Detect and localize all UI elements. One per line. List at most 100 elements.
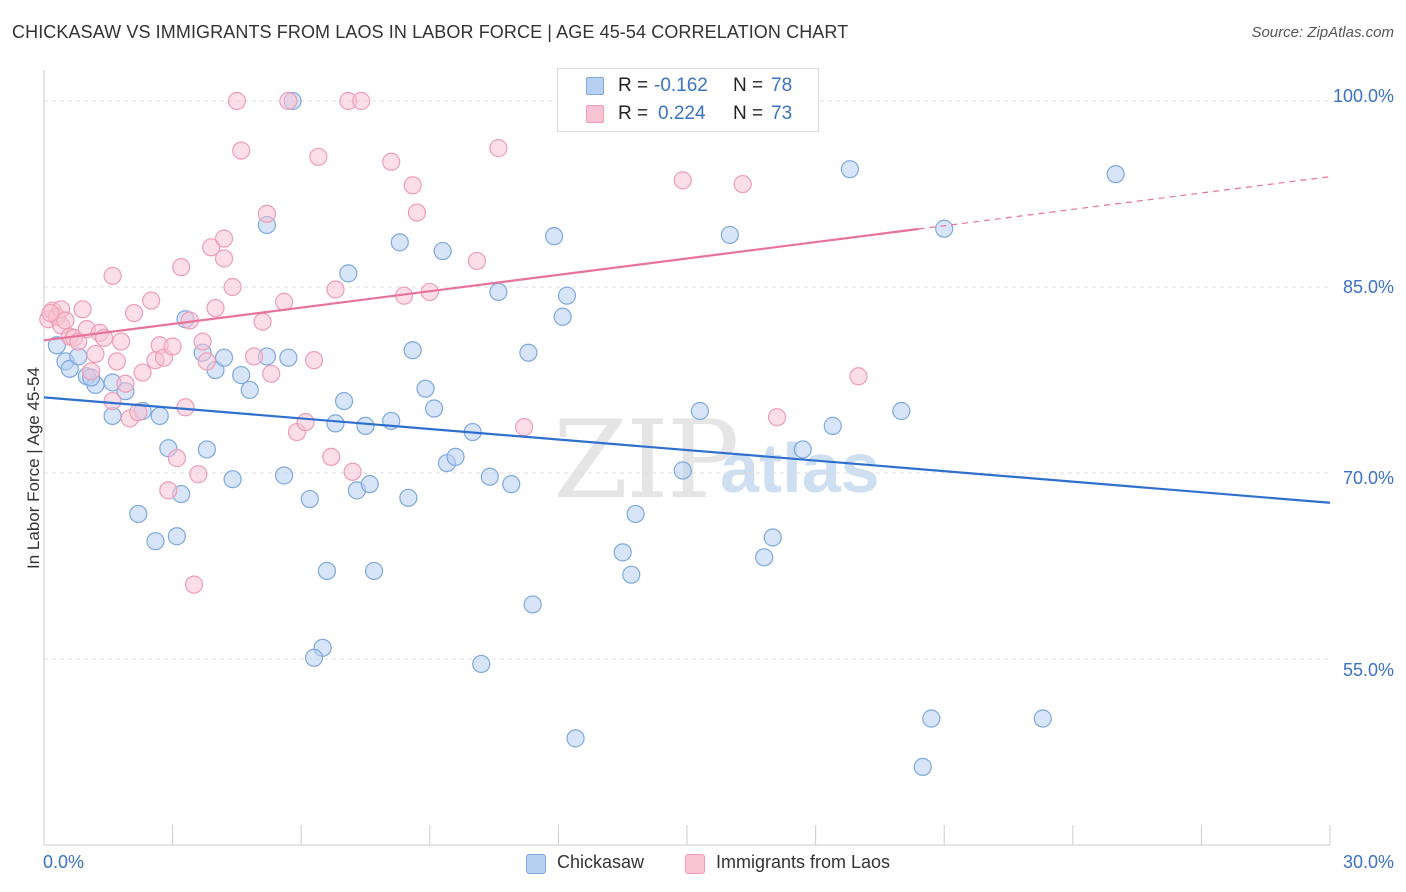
n-value: 73: [771, 103, 793, 124]
laos-point: [232, 141, 251, 160]
laos-point: [262, 364, 281, 383]
chickasaw-point: [60, 359, 79, 378]
chickasaw-point: [622, 565, 641, 584]
laos-point: [403, 176, 422, 195]
laos-point: [172, 258, 191, 277]
laos-point: [202, 238, 221, 257]
chickasaw-point: [356, 416, 375, 435]
laos-point: [142, 291, 161, 310]
blue-swatch-icon: [586, 77, 604, 95]
stats-legend-box: R = -0.162 N = 78 R = 0.224 N = 73: [557, 68, 819, 132]
laos-point: [673, 171, 692, 190]
stats-row-laos: R = 0.224 N = 73: [558, 101, 818, 127]
chickasaw-point: [763, 528, 782, 547]
laos-point: [124, 303, 144, 323]
legend-chickasaw-label: Chickasaw: [557, 852, 645, 872]
chickasaw-point: [150, 406, 169, 426]
laos-point: [56, 311, 75, 330]
chickasaw-point: [390, 233, 409, 252]
r-value: 0.224: [658, 103, 706, 124]
laos-point: [133, 363, 152, 382]
chart-title: CHICKASAW VS IMMIGRANTS FROM LAOS IN LAB…: [12, 22, 849, 42]
chickasaw-point: [840, 160, 859, 179]
chickasaw-point: [720, 225, 739, 245]
legend-laos-swatch-icon: [685, 854, 705, 874]
chickasaw-point: [566, 729, 585, 748]
chickasaw-point: [364, 561, 384, 581]
chickasaw-point: [399, 488, 418, 507]
pink-swatch-icon: [586, 105, 604, 123]
chickasaw-point: [240, 380, 259, 400]
chickasaw-point: [197, 440, 216, 459]
chickasaw-point: [613, 543, 632, 562]
laos-point: [309, 147, 328, 166]
chickasaw-point: [304, 648, 324, 667]
chickasaw-point: [545, 227, 564, 246]
n-label: N =: [733, 103, 764, 124]
laos-point: [227, 91, 246, 111]
laos-point: [244, 347, 264, 366]
laos-point: [103, 266, 122, 285]
chickasaw-point: [317, 561, 337, 581]
laos-point: [112, 332, 131, 351]
chickasaw-point: [334, 391, 354, 411]
chickasaw-point: [167, 527, 186, 546]
chickasaw-point: [935, 219, 954, 238]
laos-point: [189, 465, 208, 484]
stats-row-chickasaw: R = -0.162 N = 78: [558, 73, 818, 99]
laos-point: [159, 481, 178, 500]
laos-point: [193, 332, 212, 351]
laos-point: [467, 251, 487, 271]
chickasaw-point: [1106, 165, 1125, 184]
chickasaw-point: [146, 532, 165, 551]
laos-point: [322, 447, 341, 466]
n-label: N =: [733, 75, 764, 96]
chickasaw-trend-line: [43, 396, 1331, 504]
laos-point: [223, 277, 242, 297]
laos-point: [489, 139, 508, 158]
chickasaw-point: [673, 461, 692, 480]
laos-point: [116, 374, 135, 393]
laos-point: [257, 204, 277, 223]
y-axis-label: In Labor Force | Age 45-54: [24, 367, 43, 569]
laos-point: [197, 352, 216, 371]
laos-point: [163, 337, 182, 356]
chickasaw-point: [416, 379, 435, 398]
chickasaw-point: [553, 307, 572, 326]
chickasaw-point: [523, 595, 542, 614]
chickasaw-point: [480, 467, 499, 486]
chickasaw-point: [214, 348, 234, 367]
laos-point: [304, 351, 324, 370]
laos-point: [274, 292, 294, 311]
laos-point: [73, 300, 92, 319]
chickasaw-point: [232, 365, 251, 385]
laos-point: [129, 403, 148, 422]
laos-point: [849, 367, 868, 386]
chickasaw-point: [279, 348, 298, 367]
laos-trend-line-dashed: [918, 176, 1331, 230]
chickasaw-point: [446, 447, 465, 466]
watermark-zip: ZIP: [553, 398, 739, 523]
y-tick-label-85: 85.0%: [1342, 277, 1394, 297]
source-credit: Source: ZipAtlas.com: [1251, 24, 1394, 41]
chickasaw-point: [519, 343, 538, 362]
chickasaw-point: [339, 264, 358, 283]
laos-point: [382, 152, 401, 171]
laos-point: [103, 391, 122, 411]
laos-point: [214, 249, 234, 268]
chickasaw-point: [690, 401, 709, 421]
chickasaw-point: [1033, 709, 1052, 728]
chickasaw-point: [472, 654, 491, 674]
laos-point: [176, 398, 195, 417]
r-value: -0.162: [654, 75, 708, 96]
n-value: 78: [771, 75, 793, 96]
laos-point: [407, 203, 427, 222]
chickasaw-point: [326, 414, 345, 433]
chickasaw-point: [626, 504, 645, 524]
laos-point: [167, 449, 186, 468]
laos-point: [767, 408, 787, 427]
chickasaw-point: [557, 286, 577, 305]
laos-point: [515, 418, 534, 437]
laos-point: [343, 462, 362, 481]
chickasaw-point: [360, 475, 379, 494]
